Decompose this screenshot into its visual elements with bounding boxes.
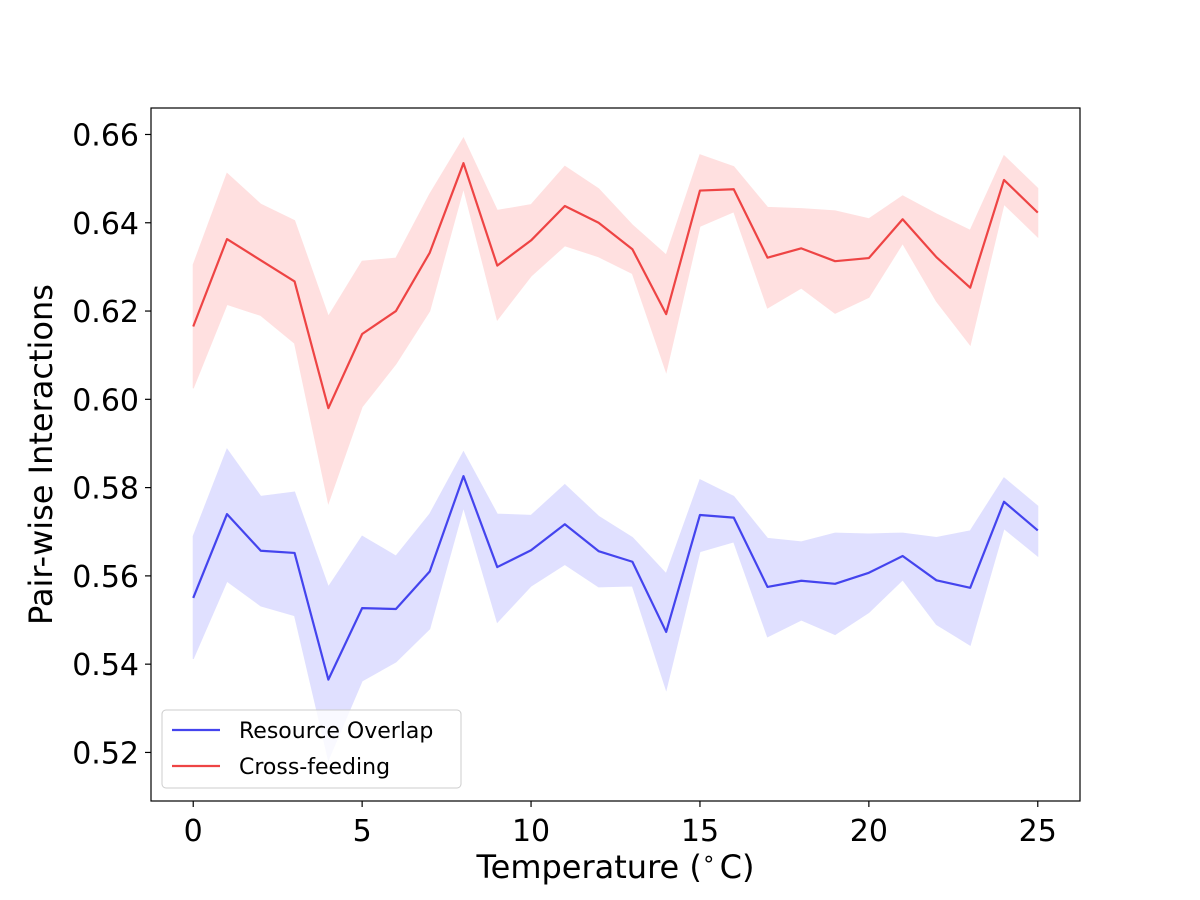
x-tick-label: 20 (850, 814, 888, 849)
cross-feeding-band (192, 136, 1039, 505)
y-tick-label: 0.58 (72, 472, 139, 507)
cross-feeding-line (192, 162, 1039, 410)
confidence-bands (192, 136, 1039, 762)
legend: Resource Overlap Cross-feeding (161, 709, 462, 789)
x-tick-label: 10 (512, 814, 550, 849)
legend-box (161, 709, 462, 789)
series-lines (192, 162, 1039, 681)
y-tick-label: 0.66 (72, 118, 139, 153)
y-tick-label: 0.62 (72, 295, 139, 330)
y-tick-label: 0.64 (72, 207, 139, 242)
x-axis-label-text: Temperature ( (476, 848, 702, 886)
plot-area-frame (150, 107, 1081, 802)
x-tick-label: 25 (1019, 814, 1057, 849)
legend-label-cross-feeding: Cross-feeding (239, 755, 390, 780)
y-tick-label: 0.54 (72, 648, 139, 683)
legend-label-resource-overlap: Resource Overlap (239, 719, 433, 744)
x-axis-label: Temperature (∘ C) (476, 847, 755, 886)
x-axis-ticks: 0 5 10 15 20 25 (184, 801, 1057, 849)
y-tick-label: 0.60 (72, 383, 139, 418)
resource-overlap-band (192, 448, 1039, 762)
x-axis-label-unit: C) (720, 848, 755, 886)
x-axis-label-degree: ∘ (702, 847, 716, 872)
y-tick-label: 0.52 (72, 736, 139, 771)
x-tick-label: 5 (353, 814, 372, 849)
resource-overlap-line (192, 475, 1039, 681)
y-tick-label: 0.56 (72, 560, 139, 595)
y-axis-ticks: 0.52 0.54 0.56 0.58 0.60 0.62 0.64 0.66 (72, 118, 151, 771)
y-axis-label: Pair-wise Interactions (22, 284, 60, 625)
x-tick-label: 15 (681, 814, 719, 849)
x-tick-label: 0 (184, 814, 203, 849)
